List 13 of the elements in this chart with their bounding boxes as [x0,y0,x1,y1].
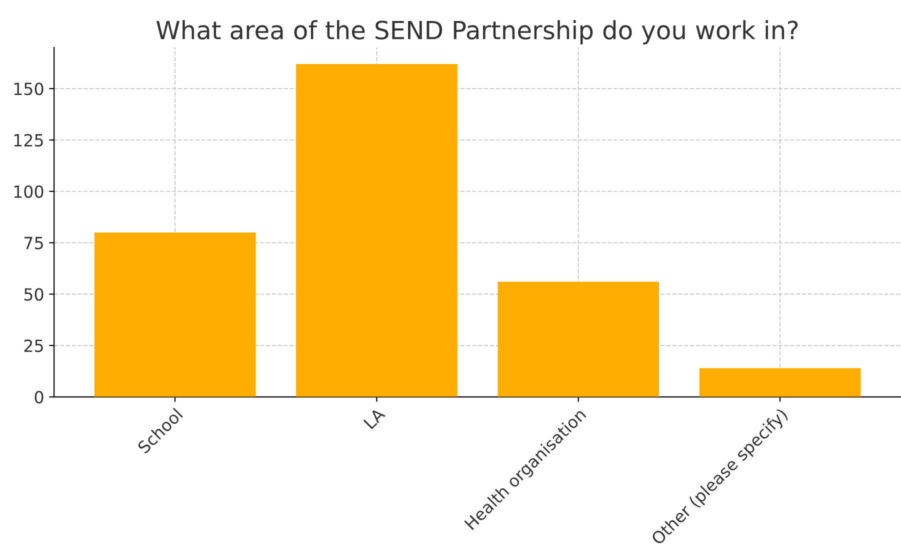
y-tick-label: 25 [24,339,43,352]
chart-title: What area of the SEND Partnership do you work in? [156,20,798,44]
y-tick-label: 0 [34,390,44,404]
x-tick-label: LA [363,407,386,430]
bar [94,232,256,397]
y-tick-label: 50 [24,288,44,301]
y-tick-label: 150 [14,82,44,96]
bar [296,64,458,397]
y-tick-label: 125 [14,134,43,147]
bar [699,368,861,397]
y-tick-label: 100 [14,185,44,198]
y-tick-label: 75 [24,236,43,250]
bar [498,282,660,397]
